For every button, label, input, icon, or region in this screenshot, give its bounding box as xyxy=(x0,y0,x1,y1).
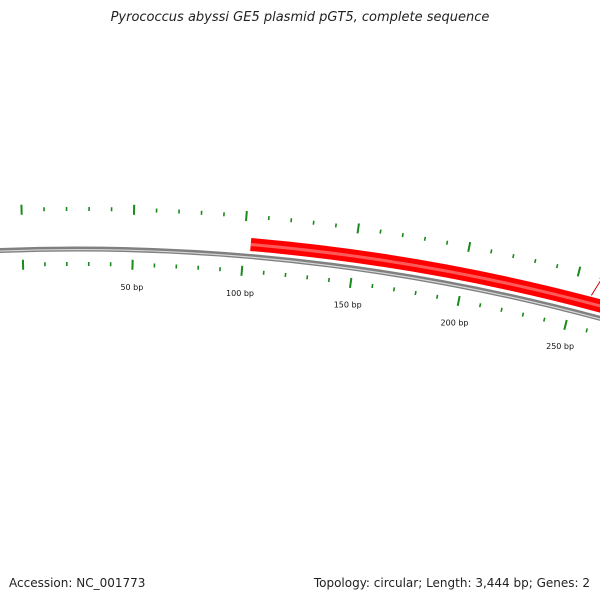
outer-tick-180bp xyxy=(423,236,427,241)
outer-tick-100bp xyxy=(245,210,248,222)
tick-layer xyxy=(20,204,600,333)
inner-tick-240bp xyxy=(543,317,546,322)
outer-tick-190bp xyxy=(445,240,449,245)
inner-tick-200bp xyxy=(456,295,461,307)
inner-tick-150bp xyxy=(348,277,353,288)
topology-summary: Topology: circular; Length: 3,444 bp; Ge… xyxy=(313,576,590,590)
outer-tick-200bp xyxy=(467,241,472,253)
inner-tick-230bp xyxy=(521,312,525,317)
tick-label-150bp: 150 bp xyxy=(334,301,362,310)
gene-feature-highlight xyxy=(250,242,600,308)
inner-tick-190bp xyxy=(436,294,439,299)
outer-tick-150bp xyxy=(356,223,360,234)
inner-tick-220bp xyxy=(500,307,503,312)
tick-label-200bp: 200 bp xyxy=(441,319,469,328)
accession-label: Accession: NC_001773 xyxy=(9,576,146,590)
inner-tick-100bp xyxy=(240,265,244,276)
inner-tick-250bp xyxy=(563,319,568,330)
outer-tick-160bp xyxy=(379,229,382,234)
tick-label-250bp: 250 bp xyxy=(546,342,574,351)
outer-tick-170bp xyxy=(401,232,404,238)
outer-tick-140bp xyxy=(334,223,337,228)
inner-tick-180bp xyxy=(414,290,417,296)
inner-tick-160bp xyxy=(371,283,374,289)
outer-tick-250bp xyxy=(576,266,582,277)
inner-tick-210bp xyxy=(478,303,482,308)
tick-label-50bp: 50 bp xyxy=(120,283,143,292)
outer-tick-210bp xyxy=(490,249,493,254)
inner-tick-140bp xyxy=(327,277,331,283)
gene-label-leader xyxy=(590,280,600,296)
backbone-highlight xyxy=(0,249,600,320)
backbone-ring xyxy=(0,246,600,321)
inner-tick-260bp xyxy=(585,328,589,333)
backbone-layer xyxy=(0,246,600,321)
outer-tick-230bp xyxy=(534,258,537,264)
tick-label-100bp: 100 bp xyxy=(226,289,254,298)
outer-tick-240bp xyxy=(555,264,559,269)
map-title: Pyrococcus abyssi GE5 plasmid pGT5, comp… xyxy=(110,10,490,25)
gene-layer xyxy=(250,238,600,313)
outer-tick-220bp xyxy=(512,253,515,259)
inner-tick-170bp xyxy=(392,287,396,292)
